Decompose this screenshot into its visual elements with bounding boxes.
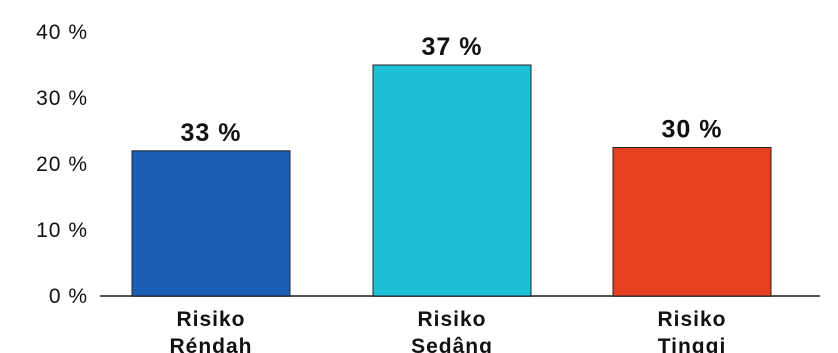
x-tick-label: Sedâng [411,335,493,353]
bar [131,150,291,297]
y-tick-label: 10 % [36,219,88,242]
data-label: 33 % [181,119,242,147]
data-label: 37 % [422,33,483,61]
y-tick-label: 20 % [36,153,88,176]
data-label: 30 % [662,116,723,144]
x-tick-label: Réndah [169,335,252,353]
bar [372,64,532,297]
x-tick-label: Tinggi [658,335,727,353]
y-tick-label: 0 % [49,285,88,308]
y-tick-label: 30 % [36,87,88,110]
bar [612,147,772,297]
y-tick-label: 40 % [36,21,88,44]
x-tick-label: Risiko [176,308,245,331]
x-tick-label: Risiko [657,308,726,331]
x-tick-label: Risiko [417,308,486,331]
